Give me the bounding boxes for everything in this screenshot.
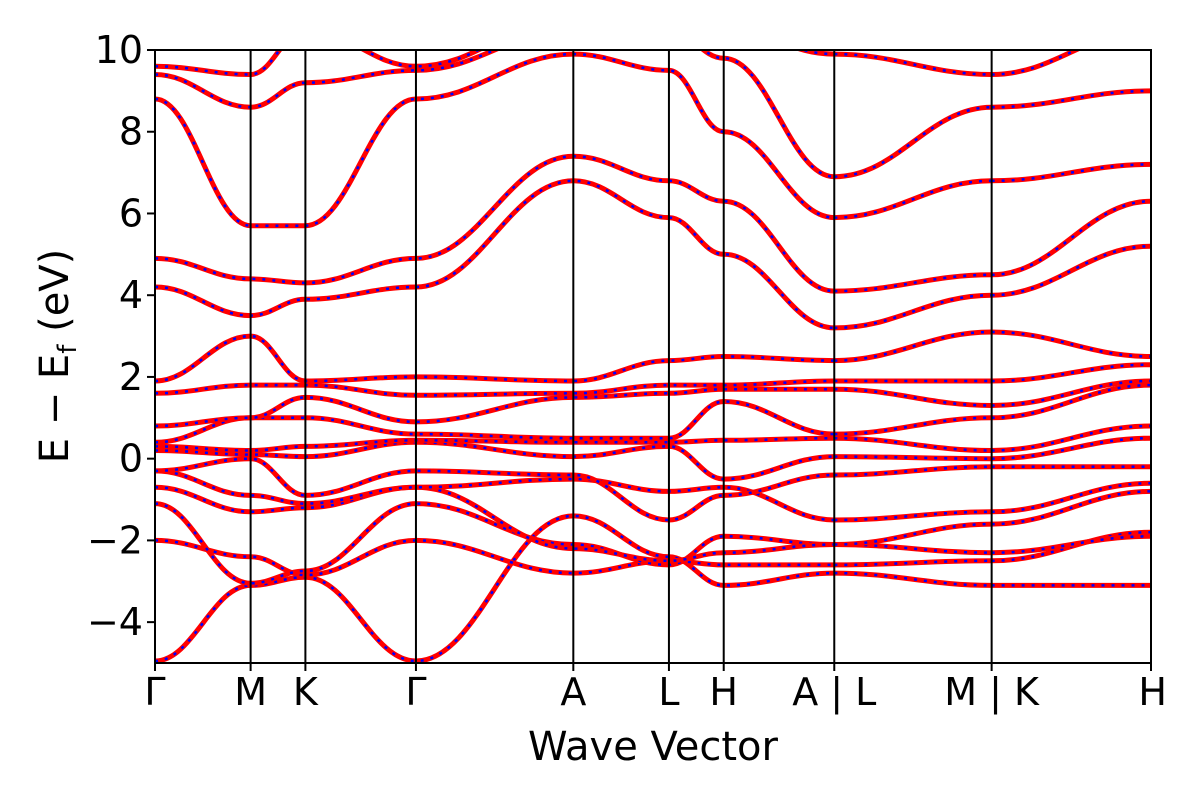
y-axis-ticks: −4 −2 0 2 4 6 8 10 xyxy=(87,28,155,644)
band-4-dotted xyxy=(155,486,1151,563)
band-12-dotted xyxy=(155,330,1151,383)
band-16-dotted xyxy=(155,50,1151,178)
band-14-dotted xyxy=(155,155,1151,293)
y-axis-title: E − Ef (eV) xyxy=(32,249,83,464)
y-axis-title-unit: (eV) xyxy=(32,249,78,345)
y-tick-label: 8 xyxy=(119,110,143,154)
band-7-dotted xyxy=(155,436,1151,481)
y-tick-label: 10 xyxy=(95,28,143,72)
band-6-dotted xyxy=(155,457,1151,522)
x-tick-label: K xyxy=(293,670,319,714)
band-10-dotted xyxy=(155,379,1151,428)
x-tick-label: Γ xyxy=(144,670,165,714)
y-tick-label: −4 xyxy=(87,600,143,644)
y-tick-label: 2 xyxy=(119,355,143,399)
band-8-dotted xyxy=(155,424,1151,452)
x-tick-label: Γ xyxy=(405,670,426,714)
y-axis-title-main: E − E xyxy=(32,354,78,464)
x-tick-label: H xyxy=(709,670,738,714)
x-axis-title: Wave Vector xyxy=(528,724,779,770)
y-tick-label: 4 xyxy=(119,273,143,317)
y-tick-label: 6 xyxy=(119,191,143,235)
x-tick-label: A | L xyxy=(792,670,876,715)
band-9-dotted xyxy=(155,383,1151,444)
x-tick-label: A xyxy=(560,670,586,714)
x-tick-label: M | K xyxy=(944,670,1040,715)
y-tick-label: −2 xyxy=(87,518,143,562)
y-axis-title-subscript: f xyxy=(53,344,83,354)
x-tick-label: M xyxy=(234,670,267,714)
band-17-dotted xyxy=(155,50,1079,76)
y-tick-label: 0 xyxy=(119,437,143,481)
band-1-dotted xyxy=(155,514,1151,663)
x-tick-label: L xyxy=(658,670,679,714)
high-symmetry-lines xyxy=(249,50,993,663)
band-13-dotted xyxy=(155,179,1151,330)
plot-frame xyxy=(154,49,1152,664)
x-tick-label: H xyxy=(1138,670,1167,714)
band-5-dotted xyxy=(155,469,1151,522)
band-11-dotted xyxy=(155,363,1151,397)
